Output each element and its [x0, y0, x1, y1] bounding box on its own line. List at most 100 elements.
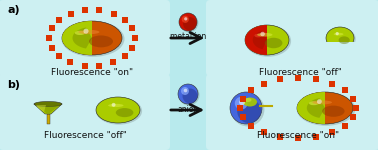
Bar: [329, 81, 335, 87]
Ellipse shape: [257, 33, 273, 37]
Bar: [322, 42, 358, 52]
Ellipse shape: [116, 108, 133, 117]
Polygon shape: [253, 31, 267, 49]
Circle shape: [178, 84, 198, 104]
Bar: [350, 114, 356, 120]
Circle shape: [183, 88, 197, 104]
Bar: [261, 129, 267, 135]
Bar: [342, 87, 348, 93]
Polygon shape: [36, 105, 46, 112]
Polygon shape: [307, 98, 325, 118]
Polygon shape: [62, 21, 92, 55]
FancyBboxPatch shape: [0, 74, 170, 150]
Polygon shape: [297, 92, 325, 124]
Polygon shape: [34, 104, 62, 114]
Circle shape: [235, 97, 248, 110]
Ellipse shape: [245, 25, 291, 57]
FancyBboxPatch shape: [3, 4, 166, 72]
Bar: [313, 134, 319, 140]
Ellipse shape: [297, 92, 355, 126]
Bar: [82, 63, 88, 69]
Text: metal ion: metal ion: [170, 32, 206, 41]
Ellipse shape: [322, 106, 345, 117]
Ellipse shape: [245, 98, 251, 102]
Ellipse shape: [339, 36, 350, 44]
FancyBboxPatch shape: [206, 74, 378, 150]
Bar: [350, 96, 356, 102]
Bar: [248, 87, 254, 93]
Bar: [132, 35, 138, 41]
Text: a): a): [7, 5, 20, 15]
Bar: [96, 8, 102, 14]
Ellipse shape: [96, 97, 140, 123]
Ellipse shape: [297, 92, 353, 124]
Bar: [49, 45, 54, 51]
Ellipse shape: [34, 102, 62, 106]
Bar: [110, 59, 116, 65]
Ellipse shape: [245, 25, 289, 55]
Bar: [96, 63, 102, 69]
Bar: [122, 17, 128, 23]
Circle shape: [231, 93, 264, 126]
Bar: [56, 53, 62, 59]
Text: anion: anion: [177, 105, 199, 114]
Ellipse shape: [62, 21, 124, 57]
Circle shape: [239, 99, 245, 105]
Circle shape: [84, 29, 88, 34]
Polygon shape: [245, 25, 267, 55]
Ellipse shape: [89, 35, 113, 47]
Bar: [68, 11, 73, 17]
Circle shape: [184, 89, 187, 92]
Circle shape: [112, 103, 116, 107]
Circle shape: [180, 14, 198, 32]
Bar: [313, 76, 319, 82]
Ellipse shape: [96, 97, 142, 125]
Circle shape: [178, 84, 200, 105]
Bar: [295, 75, 301, 81]
Text: Fluorescence "off": Fluorescence "off": [259, 68, 341, 77]
Bar: [49, 25, 54, 31]
Text: b): b): [7, 80, 20, 90]
Bar: [248, 123, 254, 129]
Ellipse shape: [75, 31, 85, 35]
Bar: [295, 135, 301, 141]
Bar: [240, 114, 246, 120]
Bar: [277, 134, 283, 140]
Bar: [82, 8, 88, 14]
Ellipse shape: [79, 30, 99, 34]
Bar: [237, 105, 243, 111]
Ellipse shape: [334, 33, 344, 36]
Ellipse shape: [62, 21, 122, 55]
Ellipse shape: [265, 38, 282, 48]
Bar: [122, 53, 128, 59]
FancyBboxPatch shape: [206, 0, 378, 76]
Bar: [46, 35, 52, 41]
Circle shape: [181, 87, 189, 95]
Text: Fluorescence "off": Fluorescence "off": [43, 131, 126, 140]
Bar: [68, 59, 73, 65]
Bar: [329, 129, 335, 135]
Ellipse shape: [326, 27, 356, 51]
Ellipse shape: [312, 100, 332, 104]
FancyBboxPatch shape: [0, 0, 170, 76]
Circle shape: [230, 92, 262, 124]
Ellipse shape: [326, 27, 354, 49]
Bar: [353, 105, 359, 111]
Bar: [277, 76, 283, 82]
Ellipse shape: [254, 34, 262, 37]
Bar: [342, 123, 348, 129]
Bar: [261, 81, 267, 87]
Bar: [240, 96, 246, 102]
Bar: [110, 11, 116, 17]
Polygon shape: [36, 105, 60, 113]
Text: Fluorescence "on": Fluorescence "on": [257, 131, 339, 140]
Ellipse shape: [309, 101, 319, 105]
Circle shape: [260, 32, 265, 36]
Polygon shape: [73, 27, 92, 48]
Text: Fluorescence "on": Fluorescence "on": [51, 68, 133, 77]
Circle shape: [237, 99, 261, 123]
Bar: [129, 45, 135, 51]
Circle shape: [184, 17, 187, 20]
Bar: [46, 114, 50, 124]
Circle shape: [182, 16, 189, 23]
